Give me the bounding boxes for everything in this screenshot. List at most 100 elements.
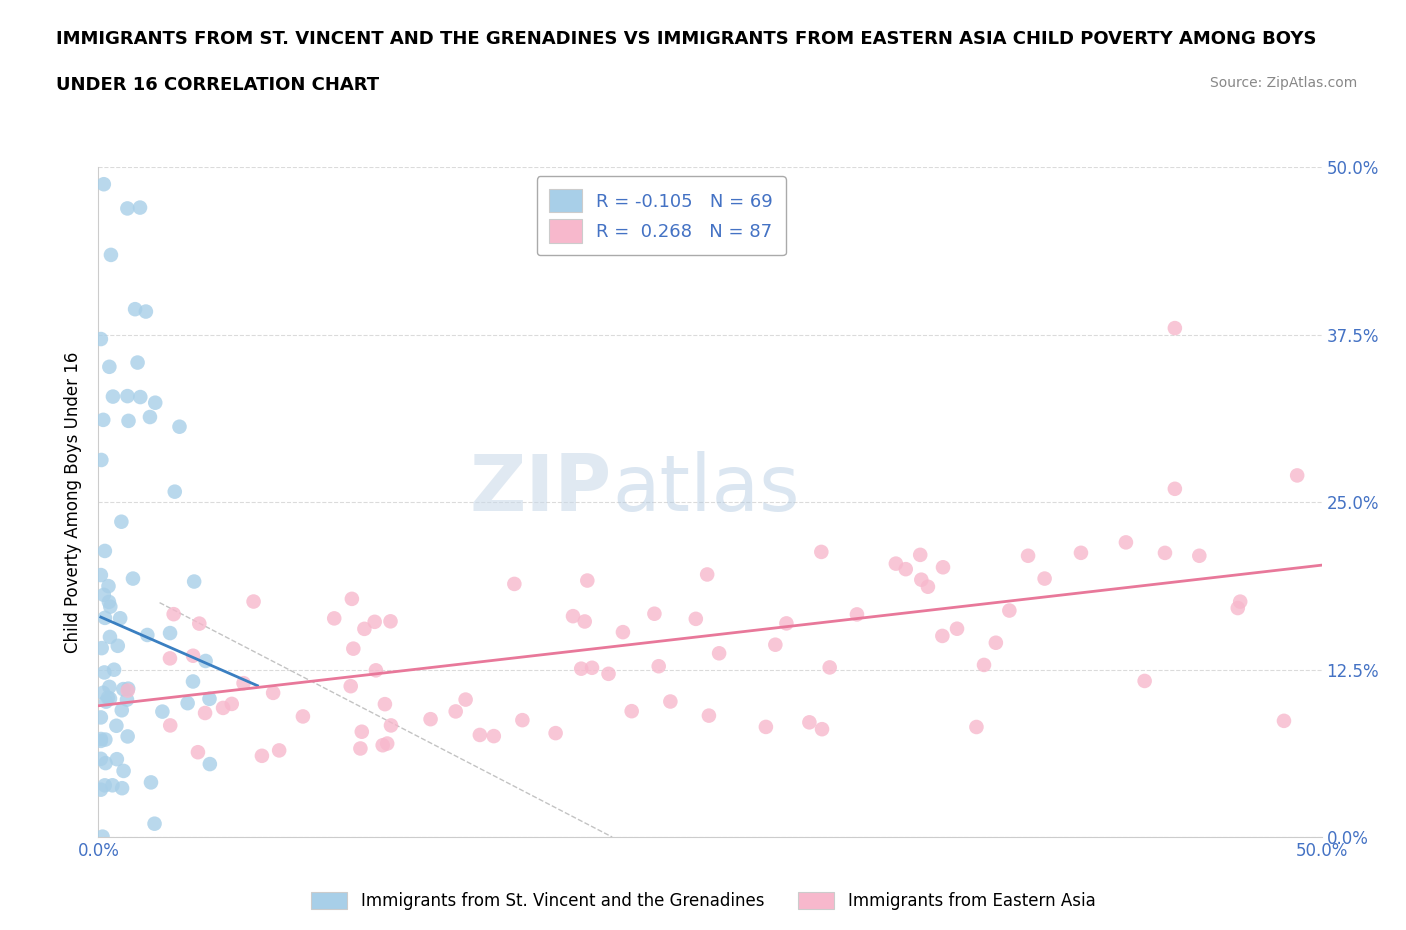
Point <box>98 680 121 695</box>
Point <box>91 830 114 844</box>
Point <box>98 691 121 706</box>
Point <box>122 571 145 586</box>
Point <box>105 718 128 733</box>
Point <box>581 660 603 675</box>
Point <box>612 625 634 640</box>
Point <box>94 543 117 558</box>
Point <box>181 648 204 663</box>
Point <box>198 691 221 706</box>
Point <box>576 573 599 588</box>
Point <box>159 718 181 733</box>
Point <box>375 737 398 751</box>
Point <box>748 240 770 255</box>
Point <box>350 724 373 739</box>
Point <box>1017 549 1039 564</box>
Point <box>90 453 112 468</box>
Point <box>129 390 152 405</box>
Point <box>169 419 191 434</box>
Point <box>117 729 139 744</box>
Point <box>444 704 467 719</box>
Point <box>139 409 162 424</box>
Point <box>884 556 907 571</box>
Point <box>1229 594 1251 609</box>
Point <box>262 685 284 700</box>
Point <box>117 414 139 429</box>
Point <box>419 711 441 726</box>
Point <box>763 637 786 652</box>
Point <box>90 710 112 724</box>
Point <box>117 201 139 216</box>
Point <box>643 606 665 621</box>
Point <box>932 560 955 575</box>
Point <box>110 514 132 529</box>
Point <box>90 732 112 747</box>
Point <box>340 591 363 606</box>
Point <box>107 638 129 653</box>
Point <box>512 712 534 727</box>
Point <box>380 718 402 733</box>
Point <box>380 614 402 629</box>
Point <box>90 641 112 656</box>
Point <box>93 665 115 680</box>
Point <box>250 749 273 764</box>
Point <box>544 725 567 740</box>
Point <box>117 681 139 696</box>
Point <box>127 355 149 370</box>
Point <box>98 630 121 644</box>
Y-axis label: Child Poverty Among Boys Under 16: Child Poverty Among Boys Under 16 <box>65 352 83 653</box>
Point <box>468 727 491 742</box>
Point <box>364 663 387 678</box>
Point <box>188 617 211 631</box>
Point <box>181 674 204 689</box>
Point <box>349 741 371 756</box>
Point <box>685 611 707 626</box>
Point <box>323 611 346 626</box>
Point <box>291 709 314 724</box>
Point <box>374 697 396 711</box>
Point <box>97 578 120 593</box>
Point <box>111 703 134 718</box>
Point <box>810 544 832 559</box>
Point <box>482 729 505 744</box>
Text: UNDER 16 CORRELATION CHART: UNDER 16 CORRELATION CHART <box>56 76 380 94</box>
Point <box>697 709 720 724</box>
Point <box>111 781 134 796</box>
Point <box>117 389 139 404</box>
Point <box>221 697 243 711</box>
Point <box>1115 535 1137 550</box>
Point <box>598 667 620 682</box>
Point <box>90 782 112 797</box>
Point <box>187 745 209 760</box>
Point <box>198 757 221 772</box>
Point <box>143 817 166 831</box>
Point <box>1164 321 1187 336</box>
Point <box>242 594 264 609</box>
Text: IMMIGRANTS FROM ST. VINCENT AND THE GRENADINES VS IMMIGRANTS FROM EASTERN ASIA C: IMMIGRANTS FROM ST. VINCENT AND THE GREN… <box>56 30 1317 47</box>
Point <box>910 572 932 587</box>
Point <box>98 359 121 374</box>
Point <box>363 615 385 630</box>
Point <box>97 690 120 705</box>
Point <box>108 611 131 626</box>
Point <box>269 743 291 758</box>
Legend: R = -0.105   N = 69, R =  0.268   N = 87: R = -0.105 N = 69, R = 0.268 N = 87 <box>537 177 786 256</box>
Point <box>647 658 669 673</box>
Point <box>232 676 254 691</box>
Point <box>139 775 162 790</box>
Point <box>696 567 718 582</box>
Point <box>339 679 361 694</box>
Point <box>101 389 124 404</box>
Point <box>90 567 112 582</box>
Point <box>163 485 186 499</box>
Point <box>143 395 166 410</box>
Point <box>112 682 135 697</box>
Point <box>163 606 186 621</box>
Point <box>212 700 235 715</box>
Point <box>105 751 128 766</box>
Point <box>1070 545 1092 560</box>
Point <box>100 247 122 262</box>
Point <box>176 696 198 711</box>
Point <box>984 635 1007 650</box>
Point <box>1188 549 1211 564</box>
Point <box>1154 546 1177 561</box>
